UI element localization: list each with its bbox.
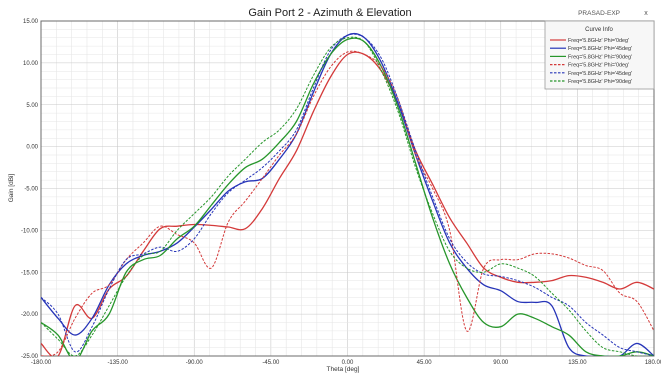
series-line-3 [41,37,654,356]
legend-box [544,20,655,90]
legend-entry: Freq='5.8GHz' Phi='45deg' [568,46,632,52]
legend-entry: Freq='5.8GHz' Phi='90deg' [568,79,632,85]
x-tick-label: 45.00 [417,360,433,366]
x-tick-label: -90.00 [186,360,204,366]
legend-items: Freq='5.8GHz' Phi='0deg' Freq='5.8GHz' Ph… [550,38,632,85]
grid-layer [40,20,655,357]
y-tick-label: 5.00 [26,103,38,109]
y-tick-label: 10.00 [23,61,39,67]
brand-label: PRASAD-EXP [578,10,620,17]
y-tick-label: -15.00 [21,270,39,276]
legend: Curve Info Freq='5.8GHz' Phi='0deg'Freq=… [544,20,655,90]
x-tick-label: -180.00 [31,360,52,366]
series-line-1 [41,51,654,356]
y-tick-label: 15.00 [23,19,39,25]
y-tick-label: -25.00 [21,354,39,360]
y-tick-label: -20.00 [21,312,39,318]
y-axis-label: Gain [dBi] [8,174,15,203]
y-tick-label: -10.00 [21,228,39,234]
legend-entry: Freq='5.8GHz' Phi='45deg' [568,71,632,77]
series-line-6 [41,36,654,356]
plot-frame [40,20,655,357]
x-axis-label: Theta [deg] [327,366,360,373]
legend-entry: Freq='5.8GHz' Phi='0deg' [568,38,629,44]
x-tick-label: 90.00 [493,360,509,366]
legend-entry: Freq='5.8GHz' Phi='0deg' [568,63,629,69]
legend-entry: Freq='5.8GHz' Phi='90deg' [568,54,632,60]
x-tick-label: 135.00 [568,360,587,366]
series-line-5 [41,33,654,356]
close-icon[interactable]: x [644,10,648,17]
y-tick-label: 0.00 [26,145,38,151]
legend-title: Curve Info [585,27,613,33]
tick-label-layer: -180.00 -135.00 -90.00 -45.00 0.00 45.00 90.00… [21,19,661,366]
x-tick-label: 180.00 [645,360,661,366]
series-layer [41,32,654,356]
x-tick-label: -135.00 [107,360,128,366]
chart-title: Gain Port 2 - Azimuth & Elevation [248,7,411,19]
x-tick-label: -45.00 [262,360,280,366]
x-tick-label: 0.00 [342,360,354,366]
y-tick-label: -5.00 [24,187,38,193]
